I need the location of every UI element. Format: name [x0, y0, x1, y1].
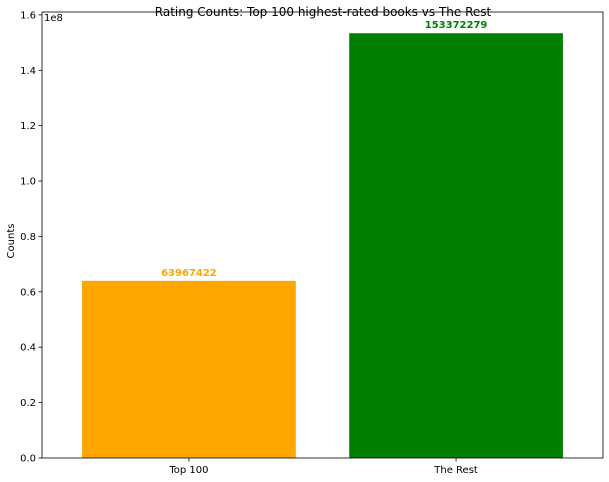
bar-1	[82, 280, 296, 458]
y-tick-label-2: 0.2	[20, 398, 36, 409]
y-tick-label-3: 0.4	[20, 343, 36, 354]
y-tick-label-8: 1.4	[20, 66, 36, 77]
bar-2	[349, 33, 563, 458]
y-axis-label: Counts	[6, 224, 17, 259]
y-tick-label-6: 1.0	[20, 177, 36, 188]
bar-value-label-1: 63967422	[161, 268, 217, 279]
bars-group: 63967422 153372279	[82, 20, 563, 458]
y-tick-label-5: 0.8	[20, 232, 36, 243]
x-tick-label-1: Top 100	[168, 465, 208, 476]
y-tick-label-4: 0.6	[20, 287, 36, 298]
plot-frame	[41, 11, 604, 459]
y-tick-label-1: 0.0	[20, 454, 36, 465]
x-tick-label-2: The Rest	[433, 465, 478, 476]
y-tick-label-7: 1.2	[20, 121, 36, 132]
y-axis-offset-label: 1e8	[44, 13, 63, 24]
bar-value-label-2: 153372279	[425, 20, 488, 31]
y-axis-ticks: 0.0 0.2 0.4 0.6 0.8 1.0 1.2 1.4 1.6	[20, 10, 42, 465]
y-tick-label-9: 1.6	[20, 10, 36, 21]
x-axis-ticks: Top 100 The Rest	[168, 458, 478, 476]
